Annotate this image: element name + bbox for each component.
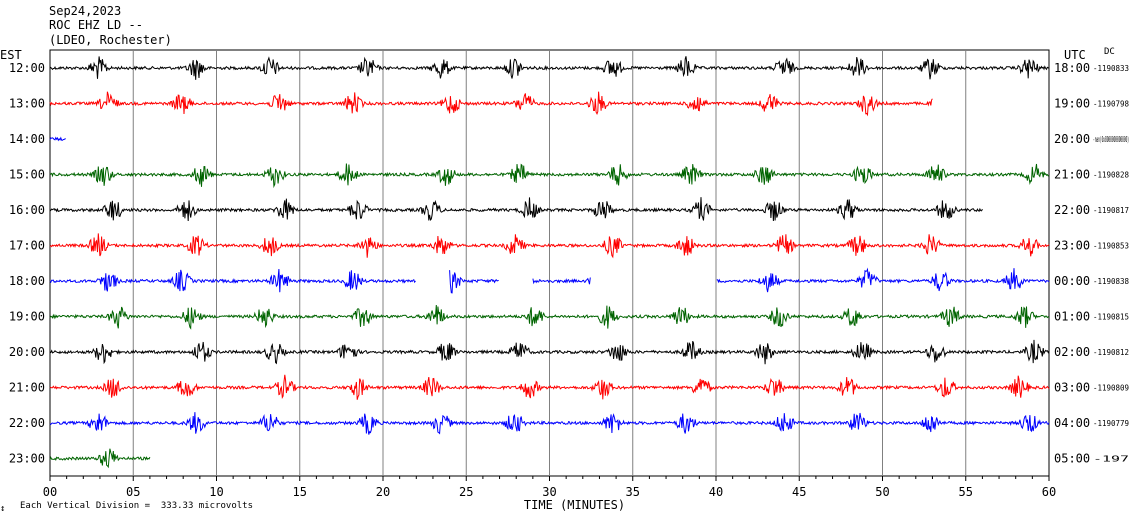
row-label-est: 15:00 — [9, 168, 45, 182]
trace-23:00 — [49, 448, 151, 469]
row-dc-offset: -nan(0x8000000000000) — [1093, 135, 1129, 144]
row-label-utc: 00:00 — [1054, 274, 1090, 288]
row-label-utc: 03:00 — [1054, 381, 1090, 395]
trace-21:00 — [49, 374, 1050, 400]
row-dc-offset: -1190833 — [1093, 64, 1129, 73]
row-dc-offset: -197 — [1093, 455, 1129, 464]
trace-13:00 — [49, 91, 933, 117]
row-dc-offset: -1190838 — [1093, 277, 1129, 286]
left-timezone-label: EST — [0, 48, 22, 62]
row-label-est: 19:00 — [9, 310, 45, 324]
trace-16:00 — [49, 197, 983, 222]
row-dc-offset: -1190815 — [1093, 313, 1129, 322]
x-tick-label: 05 — [126, 485, 140, 499]
network-label: (LDEO, Rochester) — [49, 33, 172, 47]
x-tick-label: 15 — [293, 485, 307, 499]
row-label-utc: 01:00 — [1054, 310, 1090, 324]
x-tick-label: 60 — [1042, 485, 1056, 499]
row-label-utc: 18:00 — [1054, 61, 1090, 75]
row-label-est: 14:00 — [9, 132, 45, 146]
trace-14:00 — [49, 136, 66, 142]
date-label: Sep24,2023 — [49, 4, 122, 18]
x-tick-label: 25 — [459, 485, 473, 499]
row-label-utc: 21:00 — [1054, 168, 1090, 182]
x-tick-label: 10 — [209, 485, 223, 499]
station-label: ROC EHZ LD -- — [49, 18, 143, 32]
trace-17:00 — [49, 233, 1050, 259]
x-tick-label: 45 — [792, 485, 806, 499]
row-dc-offset: -1190809 — [1093, 384, 1129, 393]
row-label-est: 13:00 — [9, 97, 45, 111]
right-timezone-label: UTC — [1064, 48, 1086, 62]
x-axis-title: TIME (MINUTES) — [524, 498, 625, 512]
row-label-est: 22:00 — [9, 416, 45, 430]
row-dc-offset: -1190853 — [1093, 242, 1129, 251]
x-tick-label: 20 — [376, 485, 390, 499]
row-label-est: 16:00 — [9, 203, 45, 217]
trace-18:00 — [49, 267, 1050, 294]
row-label-utc: 02:00 — [1054, 345, 1090, 359]
row-dc-offset: -1190812 — [1093, 348, 1129, 357]
row-label-utc: 05:00 — [1054, 452, 1090, 466]
row-label-utc: 19:00 — [1054, 97, 1090, 111]
trace-20:00 — [49, 339, 1050, 365]
trace-15:00 — [49, 163, 1050, 189]
row-label-est: 12:00 — [9, 61, 45, 75]
row-label-est: 23:00 — [9, 452, 45, 466]
row-label-est: 21:00 — [9, 381, 45, 395]
row-label-utc: 04:00 — [1054, 416, 1090, 430]
dc-offset-header: DC — [1104, 47, 1115, 57]
scale-icon: ↕ — [0, 504, 6, 514]
vertical-division-note: Each Vertical Division = 333.33 microvol… — [20, 501, 253, 511]
trace-19:00 — [49, 304, 1050, 330]
row-dc-offset: -1190828 — [1093, 171, 1129, 180]
trace-12:00 — [49, 56, 1050, 80]
row-label-est: 18:00 — [9, 274, 45, 288]
x-tick-label: 35 — [626, 485, 640, 499]
x-tick-label: 30 — [542, 485, 556, 499]
row-label-utc: 22:00 — [1054, 203, 1090, 217]
row-dc-offset: -1190798 — [1093, 100, 1129, 109]
row-dc-offset: -1190779 — [1093, 419, 1129, 428]
trace-22:00 — [49, 412, 1050, 435]
row-label-est: 17:00 — [9, 239, 45, 253]
x-tick-label: 00 — [43, 485, 57, 499]
row-label-utc: 23:00 — [1054, 239, 1090, 253]
row-dc-offset: -1190817 — [1093, 206, 1129, 215]
row-label-est: 20:00 — [9, 345, 45, 359]
row-label-utc: 20:00 — [1054, 132, 1090, 146]
x-tick-label: 40 — [709, 485, 723, 499]
x-tick-label: 50 — [875, 485, 889, 499]
x-tick-label: 55 — [959, 485, 973, 499]
